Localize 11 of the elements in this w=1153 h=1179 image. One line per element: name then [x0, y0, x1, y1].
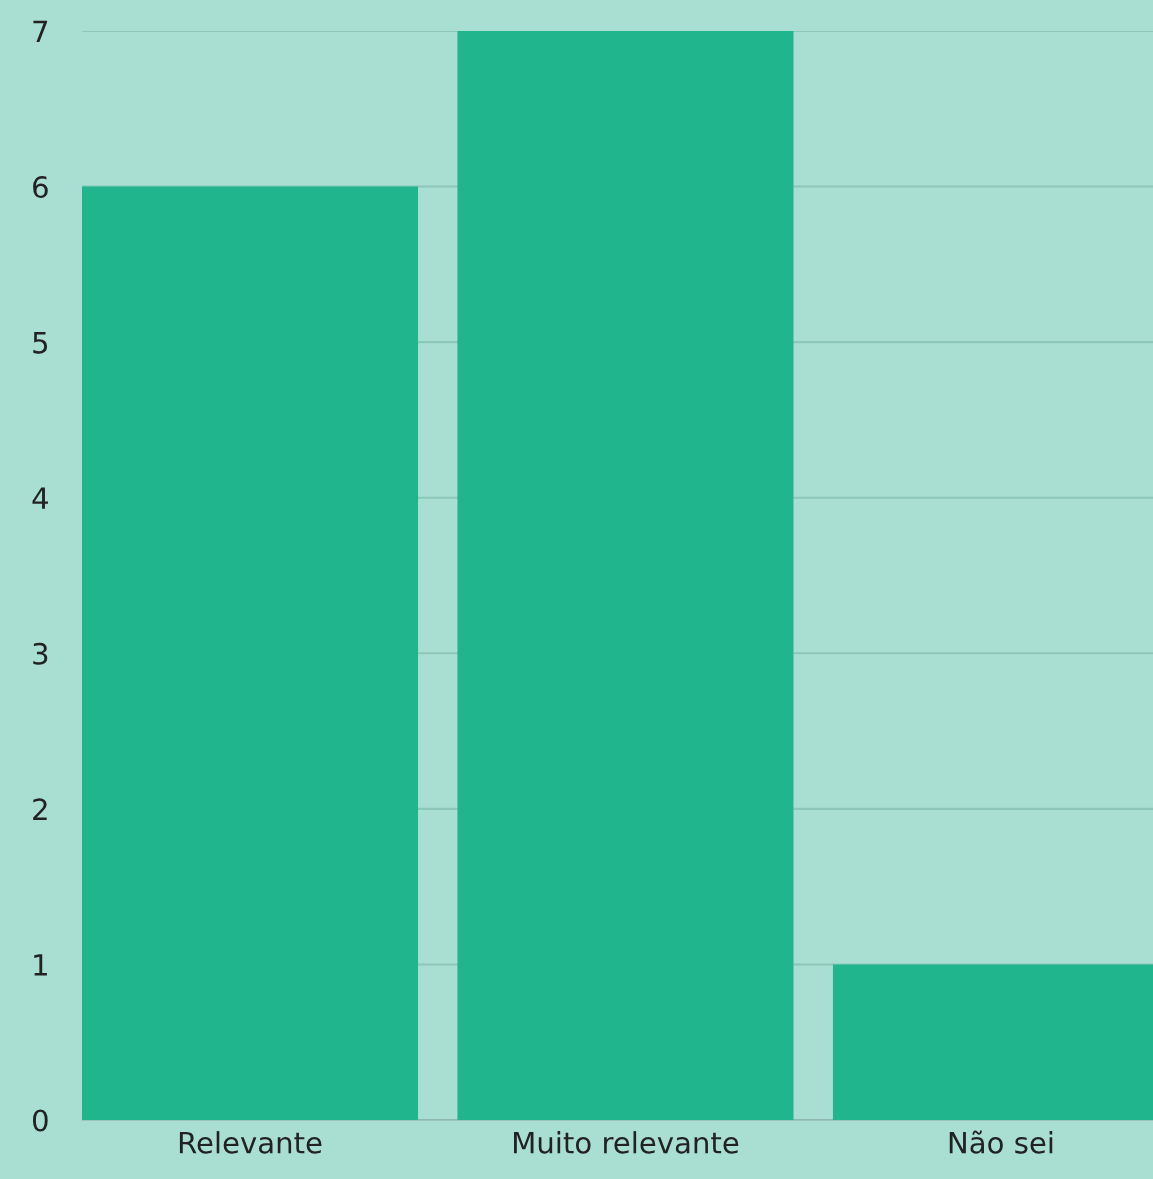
y-tick-label: 1 — [34, 954, 47, 976]
y-tick-label: 4 — [32, 487, 48, 509]
x-tick-label: Muito relevante — [514, 1131, 739, 1154]
y-tick-label: 6 — [33, 176, 48, 199]
y-tick-label: 3 — [33, 642, 48, 665]
y-tick-label: 2 — [33, 798, 47, 820]
y-tick-label: 7 — [33, 20, 48, 43]
x-tick-label: Relevante — [179, 1131, 322, 1154]
y-tick-label: 0 — [32, 1109, 48, 1132]
x-tick-label: Não sei — [949, 1130, 1053, 1154]
y-tick-label: 5 — [33, 331, 48, 354]
